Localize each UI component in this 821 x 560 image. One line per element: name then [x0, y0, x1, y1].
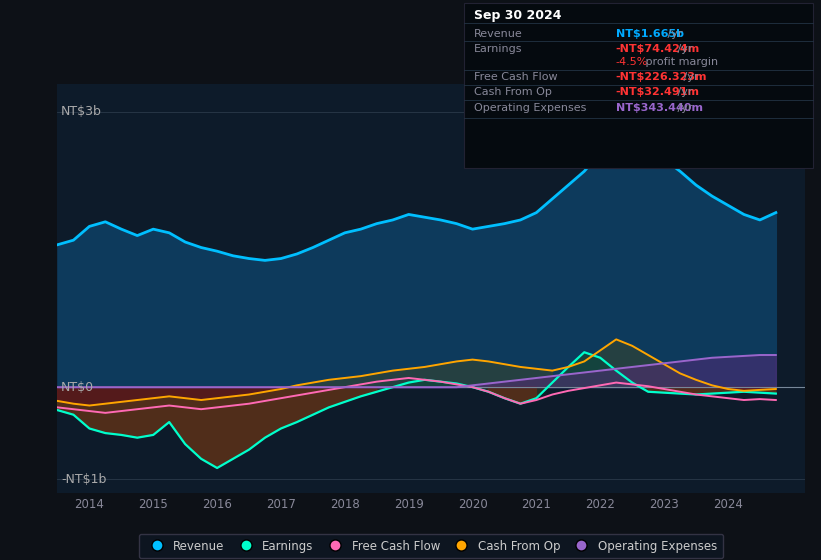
Text: -NT$1b: -NT$1b [62, 473, 107, 486]
Text: Operating Expenses: Operating Expenses [474, 102, 586, 113]
Text: Earnings: Earnings [474, 44, 522, 54]
Text: NT$3b: NT$3b [62, 105, 102, 118]
Text: /yr: /yr [675, 87, 693, 97]
Text: Free Cash Flow: Free Cash Flow [474, 72, 557, 82]
Text: Cash From Op: Cash From Op [474, 87, 552, 97]
Text: NT$343.440m: NT$343.440m [616, 102, 703, 113]
Text: /yr: /yr [664, 29, 682, 39]
Text: /yr: /yr [675, 44, 693, 54]
Text: /yr: /yr [675, 102, 693, 113]
Text: /yr: /yr [680, 72, 699, 82]
Text: Revenue: Revenue [474, 29, 522, 39]
Text: Sep 30 2024: Sep 30 2024 [474, 8, 562, 22]
Text: profit margin: profit margin [642, 57, 718, 67]
Text: -4.5%: -4.5% [616, 57, 648, 67]
Text: -NT$74.424m: -NT$74.424m [616, 44, 700, 54]
Text: -NT$226.323m: -NT$226.323m [616, 72, 707, 82]
Text: -NT$32.491m: -NT$32.491m [616, 87, 699, 97]
Text: NT$0: NT$0 [62, 381, 94, 394]
Text: NT$1.665b: NT$1.665b [616, 29, 684, 39]
Legend: Revenue, Earnings, Free Cash Flow, Cash From Op, Operating Expenses: Revenue, Earnings, Free Cash Flow, Cash … [139, 534, 723, 558]
